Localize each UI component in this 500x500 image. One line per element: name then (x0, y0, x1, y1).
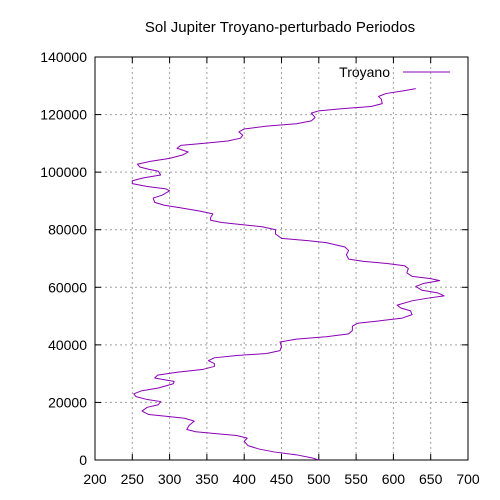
x-tick-label: 250 (121, 471, 145, 487)
y-tick-label: 40000 (48, 337, 87, 353)
x-tick-label: 600 (382, 471, 406, 487)
y-tick-label: 140000 (40, 49, 87, 65)
y-tick-label: 80000 (48, 222, 87, 238)
series-line-troyano (131, 88, 445, 461)
x-tick-label: 550 (344, 471, 368, 487)
chart-title: Sol Jupiter Troyano-perturbado Periodos (145, 19, 415, 36)
x-tick-label: 300 (158, 471, 182, 487)
y-tick-label: 20000 (48, 394, 87, 410)
y-tick-label: 100000 (40, 164, 87, 180)
legend-label-troyano: Troyano (339, 64, 390, 80)
x-tick-label: 450 (270, 471, 294, 487)
y-tick-label: 0 (79, 452, 87, 468)
plot-area (131, 88, 445, 461)
x-tick-label: 700 (456, 471, 480, 487)
y-tick-label: 60000 (48, 279, 87, 295)
axes: 200 250 300 350 400 450 500 550 600 650 700 0 20000 4… (40, 49, 480, 487)
x-tick-label: 500 (307, 471, 331, 487)
x-tick-label: 400 (233, 471, 257, 487)
x-tick-label: 200 (83, 471, 107, 487)
y-tick-label: 120000 (40, 107, 87, 123)
grid (95, 57, 468, 460)
x-tick-label: 350 (195, 471, 219, 487)
x-tick-label: 650 (419, 471, 443, 487)
legend: Troyano (339, 64, 450, 80)
